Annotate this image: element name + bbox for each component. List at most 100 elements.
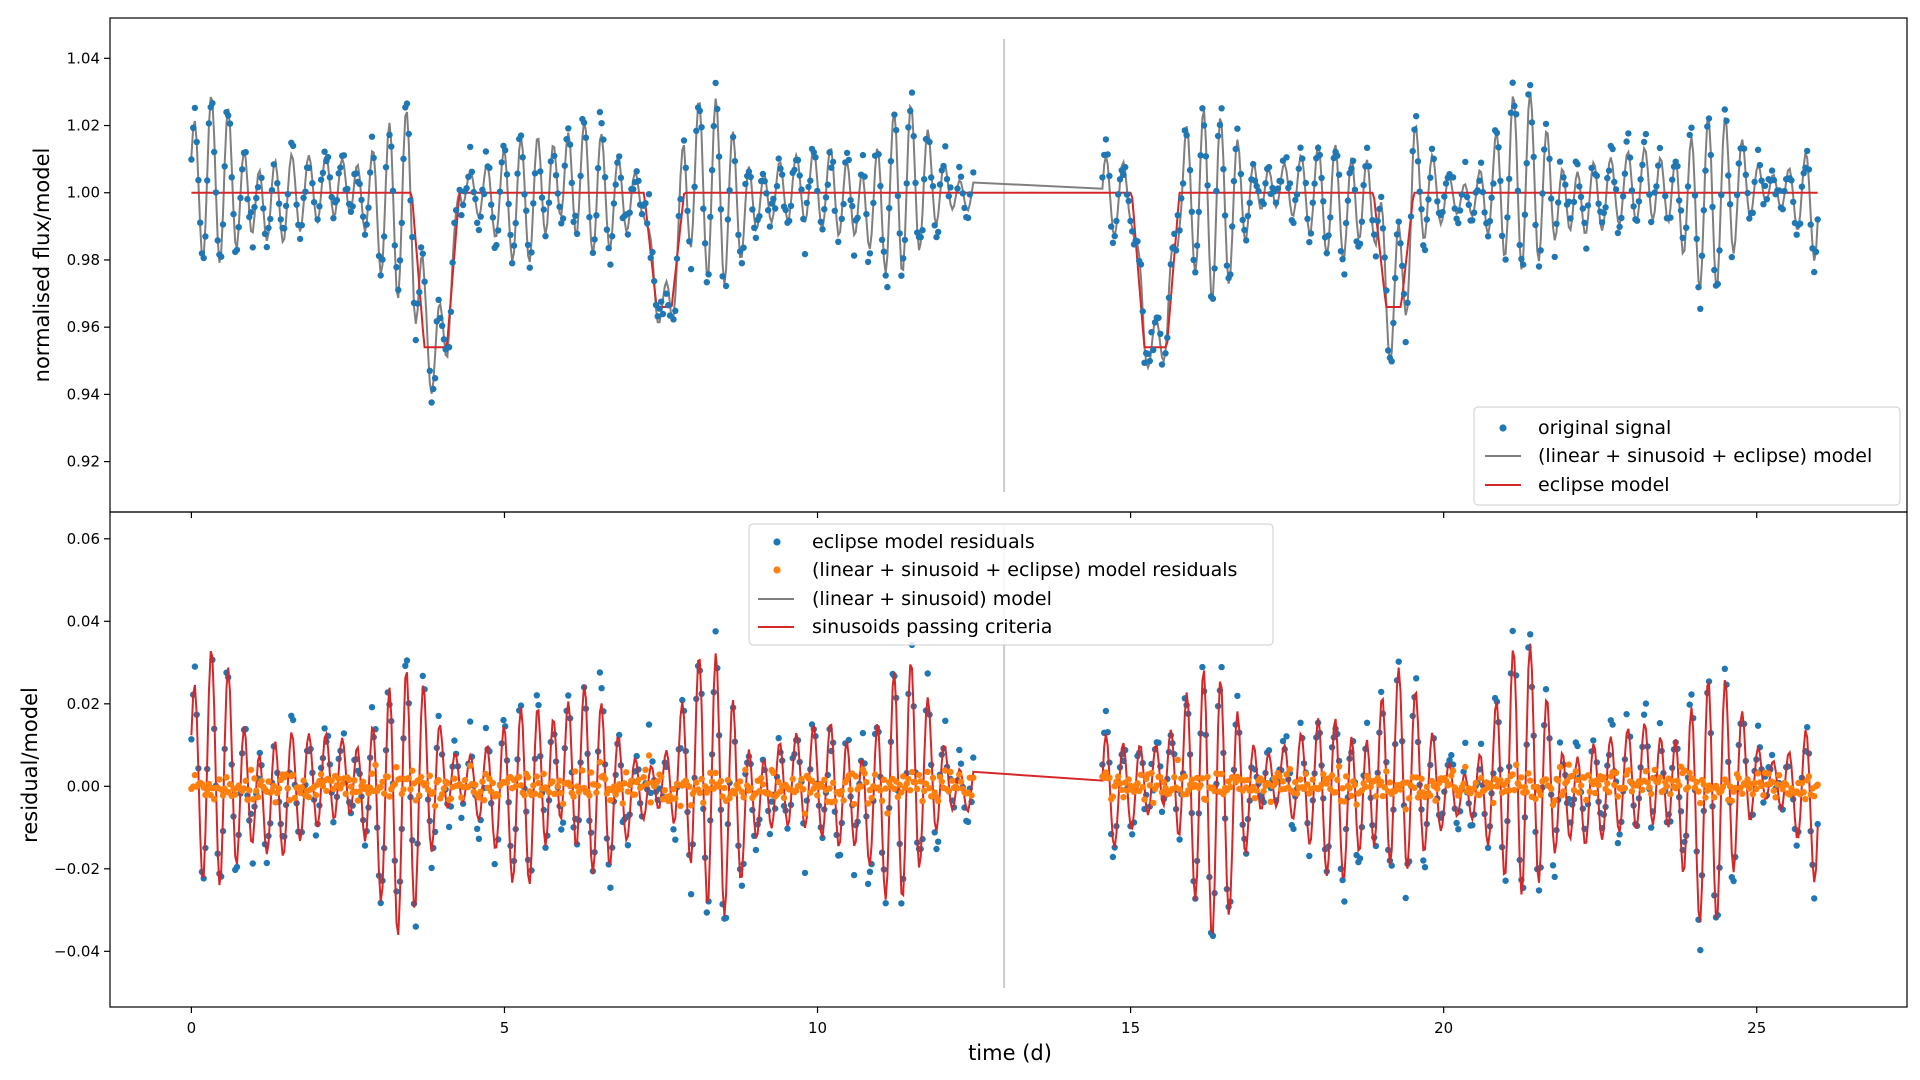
model-residual-point [438, 791, 446, 798]
signal-point [314, 216, 321, 223]
signal-point [470, 188, 477, 196]
signal-point [1262, 180, 1269, 187]
signal-point [545, 199, 553, 206]
signal-point [1555, 199, 1562, 206]
model-residual-point [1137, 771, 1145, 778]
model-residual-point [724, 776, 732, 784]
signal-point [1430, 155, 1438, 162]
model-residual-point [458, 794, 465, 801]
x-tick-label: 10 [808, 1019, 827, 1037]
signal-point [1667, 214, 1674, 221]
model-residual-point [479, 778, 486, 785]
model-residual-point [616, 781, 623, 788]
signal-point [936, 181, 944, 188]
model-residual-point [372, 761, 379, 769]
signal-point [1609, 145, 1616, 153]
signal-point [900, 255, 907, 262]
eclipse-residual-point [703, 909, 710, 916]
signal-point [1476, 177, 1483, 184]
model-residual-point [552, 790, 560, 797]
model-residual-point [821, 776, 828, 783]
model-residual-point [559, 800, 567, 808]
x-tick-label: 20 [1434, 1019, 1453, 1037]
eclipse-residual-point [775, 734, 782, 742]
signal-point [761, 178, 768, 185]
legend-marker-original-signal [1499, 424, 1507, 432]
signal-point [486, 164, 493, 172]
signal-point [563, 136, 570, 143]
signal-point [335, 170, 342, 177]
model-residual-point [1251, 795, 1259, 802]
signal-point [1567, 215, 1574, 222]
signal-point [957, 173, 965, 180]
signal-point [1639, 161, 1646, 168]
signal-point [456, 186, 463, 194]
model-residual-point [1297, 776, 1304, 783]
model-residual-point [884, 810, 891, 817]
model-residual-point [396, 775, 404, 782]
bottom-plot-area [188, 627, 1821, 954]
model-residual-point [1379, 792, 1387, 800]
model-residual-point [570, 793, 577, 800]
signal-point [239, 166, 246, 173]
model-residual-point [891, 785, 898, 792]
model-residual-point [535, 779, 542, 787]
eclipse-residual-point [801, 869, 809, 877]
eclipse-residual-point [956, 746, 963, 754]
signal-point [782, 206, 789, 214]
signal-point [1793, 231, 1800, 238]
signal-point [289, 142, 297, 149]
model-residual-point [244, 796, 251, 803]
signal-point [512, 219, 519, 227]
signal-point [1383, 287, 1390, 294]
model-residual-point [1279, 778, 1287, 785]
signal-point [275, 200, 283, 207]
signal-point [800, 215, 807, 223]
eclipse-residual-point [866, 868, 874, 875]
signal-point [1379, 225, 1387, 232]
signal-point [1451, 205, 1459, 212]
model-residual-point [407, 786, 414, 793]
signal-point [1469, 217, 1476, 224]
model-residual-point [298, 784, 305, 791]
signal-point [521, 191, 528, 198]
eclipse-residual-point [1341, 898, 1348, 905]
model-residual-point [700, 799, 707, 806]
signal-point [190, 124, 197, 131]
signal-point [1199, 105, 1206, 112]
signal-point [966, 191, 973, 198]
signal-point [542, 233, 549, 240]
model-residual-point [956, 771, 963, 778]
signal-point [1409, 147, 1416, 155]
signal-point [365, 204, 372, 211]
model-residual-point [305, 793, 313, 801]
signal-point [1109, 239, 1117, 246]
signal-point [675, 212, 682, 220]
eclipse-residual-point [1356, 855, 1364, 862]
eclipse-residual-point [898, 900, 905, 907]
model-residual-point [1648, 790, 1655, 798]
signal-point [1363, 144, 1371, 151]
signal-point [933, 233, 940, 241]
signal-point [770, 195, 777, 202]
signal-point [1309, 199, 1317, 206]
model-residual-point [935, 797, 942, 805]
eclipse-residual-point [500, 716, 507, 724]
model-residual-point [775, 778, 782, 786]
model-residual-point [335, 775, 342, 782]
model-residual-point [286, 797, 293, 804]
signal-point [863, 210, 870, 218]
signal-point [710, 122, 717, 130]
model-residual-point [247, 766, 255, 774]
model-residual-point [556, 777, 563, 784]
model-residual-point [1604, 780, 1611, 787]
model-residual-point [623, 769, 630, 776]
model-residual-point [1779, 786, 1786, 793]
eclipse-residual-point [738, 882, 746, 889]
signal-point [1493, 129, 1501, 136]
signal-point [531, 170, 539, 177]
eclipse-residual-point [598, 685, 605, 692]
eclipse-residual-point [647, 789, 654, 796]
signal-point [929, 183, 937, 190]
signal-point [1139, 308, 1146, 315]
